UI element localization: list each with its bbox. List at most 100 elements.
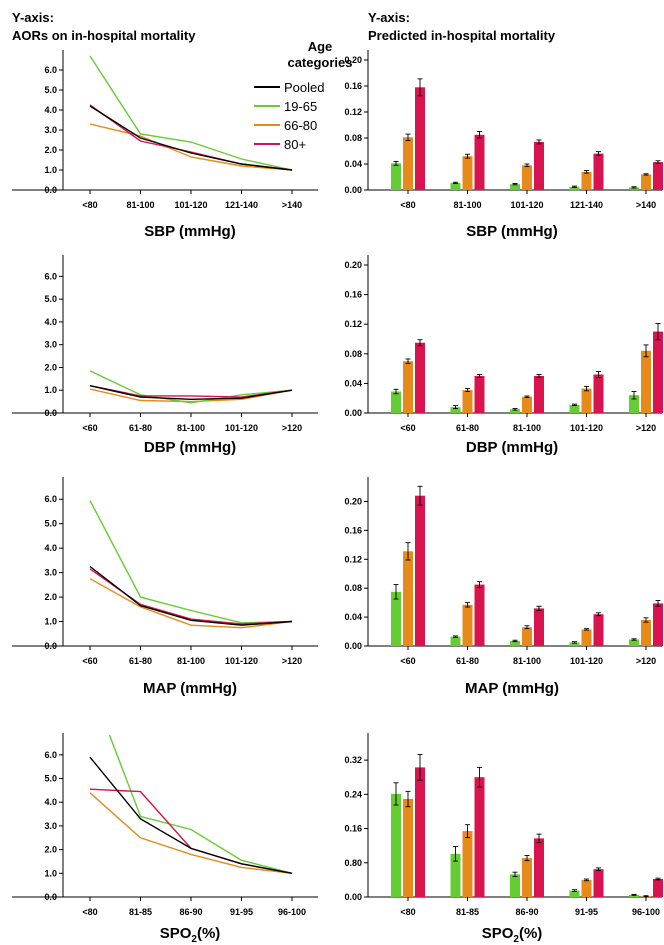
bar-19-65 bbox=[450, 407, 461, 413]
y-tick-label: 0.0 bbox=[44, 892, 57, 902]
bar-66-80 bbox=[403, 551, 413, 646]
bar-66-80 bbox=[581, 388, 592, 413]
x-tick-label: 81-100 bbox=[453, 200, 481, 210]
bar-80plus bbox=[474, 134, 485, 191]
right-header: Y-axis: Predicted in-hospital mortality bbox=[368, 10, 556, 43]
y-tick-label: 0.12 bbox=[344, 319, 362, 329]
x-tick-label: 101-120 bbox=[225, 423, 258, 433]
bar-66-80 bbox=[641, 174, 651, 190]
chart-panel-3: 0.0 1.0 2.0 3.0 4.0 5.0 6.0 <60 61-80 81-100 101-1… bbox=[12, 255, 318, 456]
x-axis-label: SPO2(%) bbox=[482, 925, 543, 945]
x-tick-label: 101-120 bbox=[510, 200, 543, 210]
series-line-80plus bbox=[89, 568, 293, 625]
bar-19-65 bbox=[450, 853, 461, 897]
bar-66-80 bbox=[522, 858, 532, 897]
y-tick-label: 5.0 bbox=[44, 519, 57, 529]
x-tick-label: <80 bbox=[82, 907, 97, 917]
y-tick-label: 0.12 bbox=[344, 107, 362, 117]
y-tick-label: 1.0 bbox=[44, 165, 57, 175]
series-line-66-80 bbox=[89, 388, 293, 403]
legend-title-line1: Age bbox=[308, 39, 333, 54]
bar-66-80 bbox=[462, 390, 473, 413]
x-tick-label: >120 bbox=[636, 423, 656, 433]
legend-label-19-65: 19-65 bbox=[284, 99, 317, 114]
y-tick-label: 2.0 bbox=[44, 845, 57, 855]
bar-19-65 bbox=[629, 395, 639, 413]
x-axis-label: MAP (mmHg) bbox=[465, 680, 559, 697]
chart-panel-5: 0.0 1.0 2.0 3.0 4.0 5.0 6.0 <60 61-80 81-100 101-1… bbox=[12, 477, 318, 697]
bar-80plus bbox=[534, 838, 544, 897]
y-tick-label: 3.0 bbox=[44, 125, 57, 135]
x-axis-label: SPO2(%) bbox=[160, 925, 221, 945]
x-tick-label: 81-85 bbox=[129, 907, 152, 917]
y-tick-label: 0.16 bbox=[344, 824, 362, 834]
bar-80plus bbox=[593, 869, 604, 897]
x-tick-label: >140 bbox=[282, 200, 302, 210]
y-tick-label: 3.0 bbox=[44, 340, 57, 350]
x-axis-label: DBP (mmHg) bbox=[144, 439, 236, 456]
x-tick-label: 81-100 bbox=[126, 200, 154, 210]
legend-label-66-80: 66-80 bbox=[284, 118, 317, 133]
x-tick-label: 61-80 bbox=[129, 423, 152, 433]
chart-panel-1: 0.0 1.0 2.0 3.0 4.0 5.0 6.0 <80 81-100 101-120 121… bbox=[12, 50, 318, 240]
x-tick-label: 101-120 bbox=[570, 423, 603, 433]
series-line-80plus bbox=[89, 788, 293, 874]
y-tick-label: 0.00 bbox=[344, 185, 362, 195]
x-tick-label: 101-120 bbox=[174, 200, 207, 210]
series-line-80plus bbox=[89, 104, 293, 171]
y-tick-label: 0.24 bbox=[344, 789, 362, 799]
x-tick-label: 81-100 bbox=[513, 423, 541, 433]
series-line-pooled bbox=[89, 105, 293, 171]
x-tick-label: 101-120 bbox=[225, 656, 258, 666]
bar-66-80 bbox=[522, 165, 532, 190]
x-tick-label: <60 bbox=[82, 656, 97, 666]
bar-19-65 bbox=[629, 187, 639, 190]
x-tick-label: 81-85 bbox=[456, 907, 479, 917]
right-header-line2: Predicted in-hospital mortality bbox=[368, 28, 556, 43]
bar-80plus bbox=[593, 614, 604, 646]
series-line-pooled bbox=[89, 565, 293, 626]
x-tick-label: 121-140 bbox=[225, 200, 258, 210]
series-line-pooled bbox=[89, 385, 293, 401]
y-tick-label: 4.0 bbox=[44, 797, 57, 807]
bar-80plus bbox=[415, 342, 425, 413]
x-tick-label: 96-100 bbox=[632, 907, 660, 917]
x-tick-label: 86-90 bbox=[515, 907, 538, 917]
bar-80plus bbox=[653, 879, 663, 897]
x-tick-label: >120 bbox=[282, 423, 302, 433]
chart-panel-6: 0.00 0.04 0.08 0.12 0.16 0.20 <60 61-80 81-100 10… bbox=[344, 477, 663, 697]
x-tick-label: 96-100 bbox=[278, 907, 306, 917]
x-tick-label: <60 bbox=[82, 423, 97, 433]
chart-panel-4: 0.00 0.04 0.08 0.12 0.16 0.20 <60 61-80 81-100 10… bbox=[344, 255, 663, 456]
legend-label-80plus: 80+ bbox=[284, 137, 306, 152]
bar-66-80 bbox=[403, 799, 413, 897]
bar-19-65 bbox=[569, 404, 580, 413]
y-tick-label: 1.0 bbox=[44, 868, 57, 878]
legend-title-line2: categories bbox=[287, 55, 352, 70]
y-tick-label: 0.0 bbox=[44, 641, 57, 651]
y-tick-label: 0.12 bbox=[344, 554, 362, 564]
bar-80plus bbox=[653, 603, 663, 646]
bar-66-80 bbox=[403, 137, 413, 190]
bar-66-80 bbox=[522, 627, 532, 646]
y-tick-label: 2.0 bbox=[44, 592, 57, 602]
bar-19-65 bbox=[569, 642, 580, 646]
bar-19-65 bbox=[629, 894, 639, 897]
bar-80plus bbox=[474, 376, 485, 413]
left-header: Y-axis: AORs on in-hospital mortality bbox=[12, 10, 196, 43]
y-tick-label: 6.0 bbox=[44, 494, 57, 504]
x-tick-label: 81-100 bbox=[177, 423, 205, 433]
chart-panel-2: 0.00 0.04 0.08 0.12 0.16 0.20 <80 81-100 101-120… bbox=[344, 50, 663, 240]
y-tick-label: 0.20 bbox=[344, 260, 362, 270]
bar-19-65 bbox=[510, 640, 520, 646]
bar-80plus bbox=[474, 777, 485, 897]
bar-19-65 bbox=[569, 890, 580, 897]
bar-80plus bbox=[653, 331, 663, 413]
y-tick-label: 5.0 bbox=[44, 294, 57, 304]
series-line-80plus bbox=[89, 385, 293, 398]
bar-19-65 bbox=[510, 184, 520, 190]
y-tick-label: 0.00 bbox=[344, 892, 362, 902]
bar-19-65 bbox=[629, 639, 639, 646]
y-tick-label: 0.0 bbox=[44, 185, 57, 195]
